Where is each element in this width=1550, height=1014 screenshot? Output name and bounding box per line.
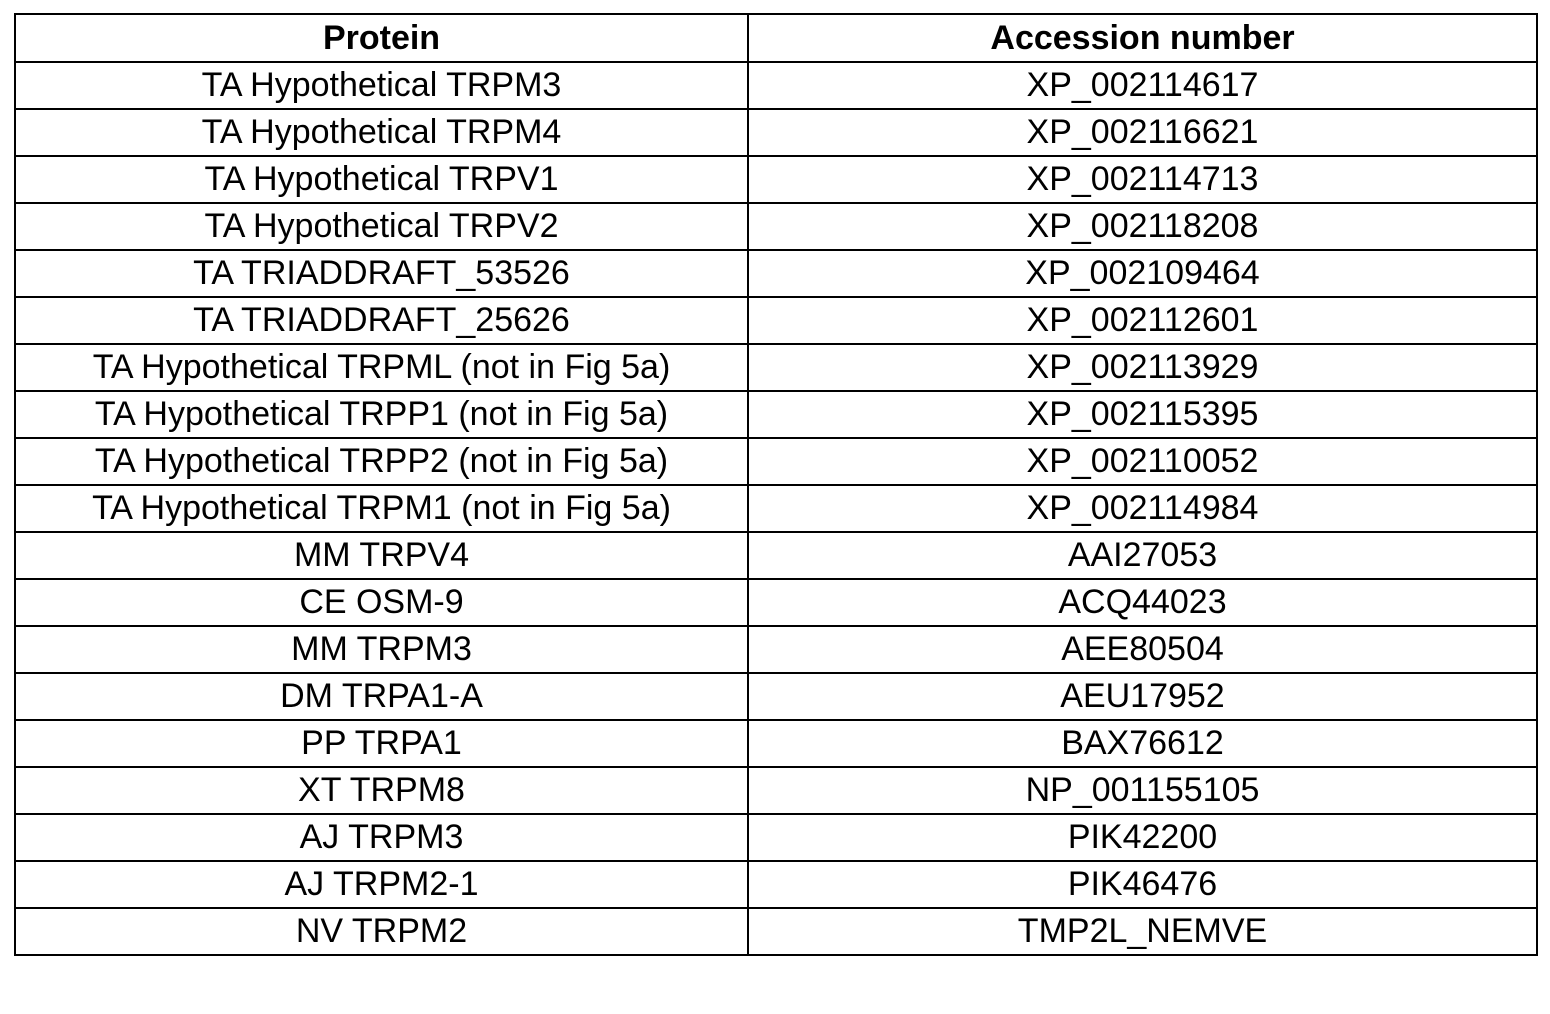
table-row: PP TRPA1 BAX76612 bbox=[14, 719, 1538, 768]
table-row: AJ TRPM2-1 PIK46476 bbox=[14, 860, 1538, 909]
protein-cell: TA TRIADDRAFT_53526 bbox=[14, 249, 749, 298]
protein-cell: MM TRPM3 bbox=[14, 625, 749, 674]
table-row: TA TRIADDRAFT_25626 XP_002112601 bbox=[14, 296, 1538, 345]
accession-cell: AAI27053 bbox=[747, 531, 1538, 580]
accession-cell: TMP2L_NEMVE bbox=[747, 907, 1538, 956]
header-row: Protein Accession number bbox=[14, 13, 1538, 63]
protein-cell: TA TRIADDRAFT_25626 bbox=[14, 296, 749, 345]
protein-cell: NV TRPM2 bbox=[14, 907, 749, 956]
accession-cell: XP_002114713 bbox=[747, 155, 1538, 204]
protein-cell: XT TRPM8 bbox=[14, 766, 749, 815]
accession-cell: XP_002110052 bbox=[747, 437, 1538, 486]
table-body: TA Hypothetical TRPM3 XP_002114617 TA Hy… bbox=[14, 61, 1538, 956]
table-row: TA Hypothetical TRPM4 XP_002116621 bbox=[14, 108, 1538, 157]
table-row: TA Hypothetical TRPV2 XP_002118208 bbox=[14, 202, 1538, 251]
table-row: TA Hypothetical TRPP2 (not in Fig 5a) XP… bbox=[14, 437, 1538, 486]
protein-cell: TA Hypothetical TRPM4 bbox=[14, 108, 749, 157]
table-row: TA Hypothetical TRPML (not in Fig 5a) XP… bbox=[14, 343, 1538, 392]
protein-cell: DM TRPA1-A bbox=[14, 672, 749, 721]
accession-table: Protein Accession number TA Hypothetical… bbox=[14, 13, 1538, 956]
accession-cell: XP_002116621 bbox=[747, 108, 1538, 157]
accession-cell: XP_002114984 bbox=[747, 484, 1538, 533]
table-row: TA TRIADDRAFT_53526 XP_002109464 bbox=[14, 249, 1538, 298]
protein-cell: TA Hypothetical TRPP1 (not in Fig 5a) bbox=[14, 390, 749, 439]
accession-cell: XP_002113929 bbox=[747, 343, 1538, 392]
accession-cell: XP_002109464 bbox=[747, 249, 1538, 298]
accession-cell: AEE80504 bbox=[747, 625, 1538, 674]
table-row: MM TRPM3 AEE80504 bbox=[14, 625, 1538, 674]
accession-cell: XP_002115395 bbox=[747, 390, 1538, 439]
protein-cell: TA Hypothetical TRPM3 bbox=[14, 61, 749, 110]
protein-cell: AJ TRPM2-1 bbox=[14, 860, 749, 909]
accession-cell: XP_002118208 bbox=[747, 202, 1538, 251]
accession-cell: XP_002114617 bbox=[747, 61, 1538, 110]
table-row: TA Hypothetical TRPM3 XP_002114617 bbox=[14, 61, 1538, 110]
protein-cell: TA Hypothetical TRPV2 bbox=[14, 202, 749, 251]
table-row: CE OSM-9 ACQ44023 bbox=[14, 578, 1538, 627]
protein-cell: TA Hypothetical TRPV1 bbox=[14, 155, 749, 204]
protein-cell: TA Hypothetical TRPP2 (not in Fig 5a) bbox=[14, 437, 749, 486]
table-row: TA Hypothetical TRPP1 (not in Fig 5a) XP… bbox=[14, 390, 1538, 439]
accession-cell: PIK42200 bbox=[747, 813, 1538, 862]
protein-cell: TA Hypothetical TRPML (not in Fig 5a) bbox=[14, 343, 749, 392]
table-row: TA Hypothetical TRPV1 XP_002114713 bbox=[14, 155, 1538, 204]
accession-cell: AEU17952 bbox=[747, 672, 1538, 721]
protein-cell: TA Hypothetical TRPM1 (not in Fig 5a) bbox=[14, 484, 749, 533]
accession-cell: XP_002112601 bbox=[747, 296, 1538, 345]
protein-cell: CE OSM-9 bbox=[14, 578, 749, 627]
table-row: NV TRPM2 TMP2L_NEMVE bbox=[14, 907, 1538, 956]
header-accession-number: Accession number bbox=[747, 13, 1538, 63]
table-header: Protein Accession number bbox=[14, 13, 1538, 63]
table-row: XT TRPM8 NP_001155105 bbox=[14, 766, 1538, 815]
table-row: AJ TRPM3 PIK42200 bbox=[14, 813, 1538, 862]
protein-cell: AJ TRPM3 bbox=[14, 813, 749, 862]
accession-cell: NP_001155105 bbox=[747, 766, 1538, 815]
accession-cell: BAX76612 bbox=[747, 719, 1538, 768]
protein-cell: MM TRPV4 bbox=[14, 531, 749, 580]
table-row: TA Hypothetical TRPM1 (not in Fig 5a) XP… bbox=[14, 484, 1538, 533]
protein-cell: PP TRPA1 bbox=[14, 719, 749, 768]
table-row: DM TRPA1-A AEU17952 bbox=[14, 672, 1538, 721]
table-row: MM TRPV4 AAI27053 bbox=[14, 531, 1538, 580]
header-protein: Protein bbox=[14, 13, 749, 63]
accession-cell: PIK46476 bbox=[747, 860, 1538, 909]
accession-cell: ACQ44023 bbox=[747, 578, 1538, 627]
